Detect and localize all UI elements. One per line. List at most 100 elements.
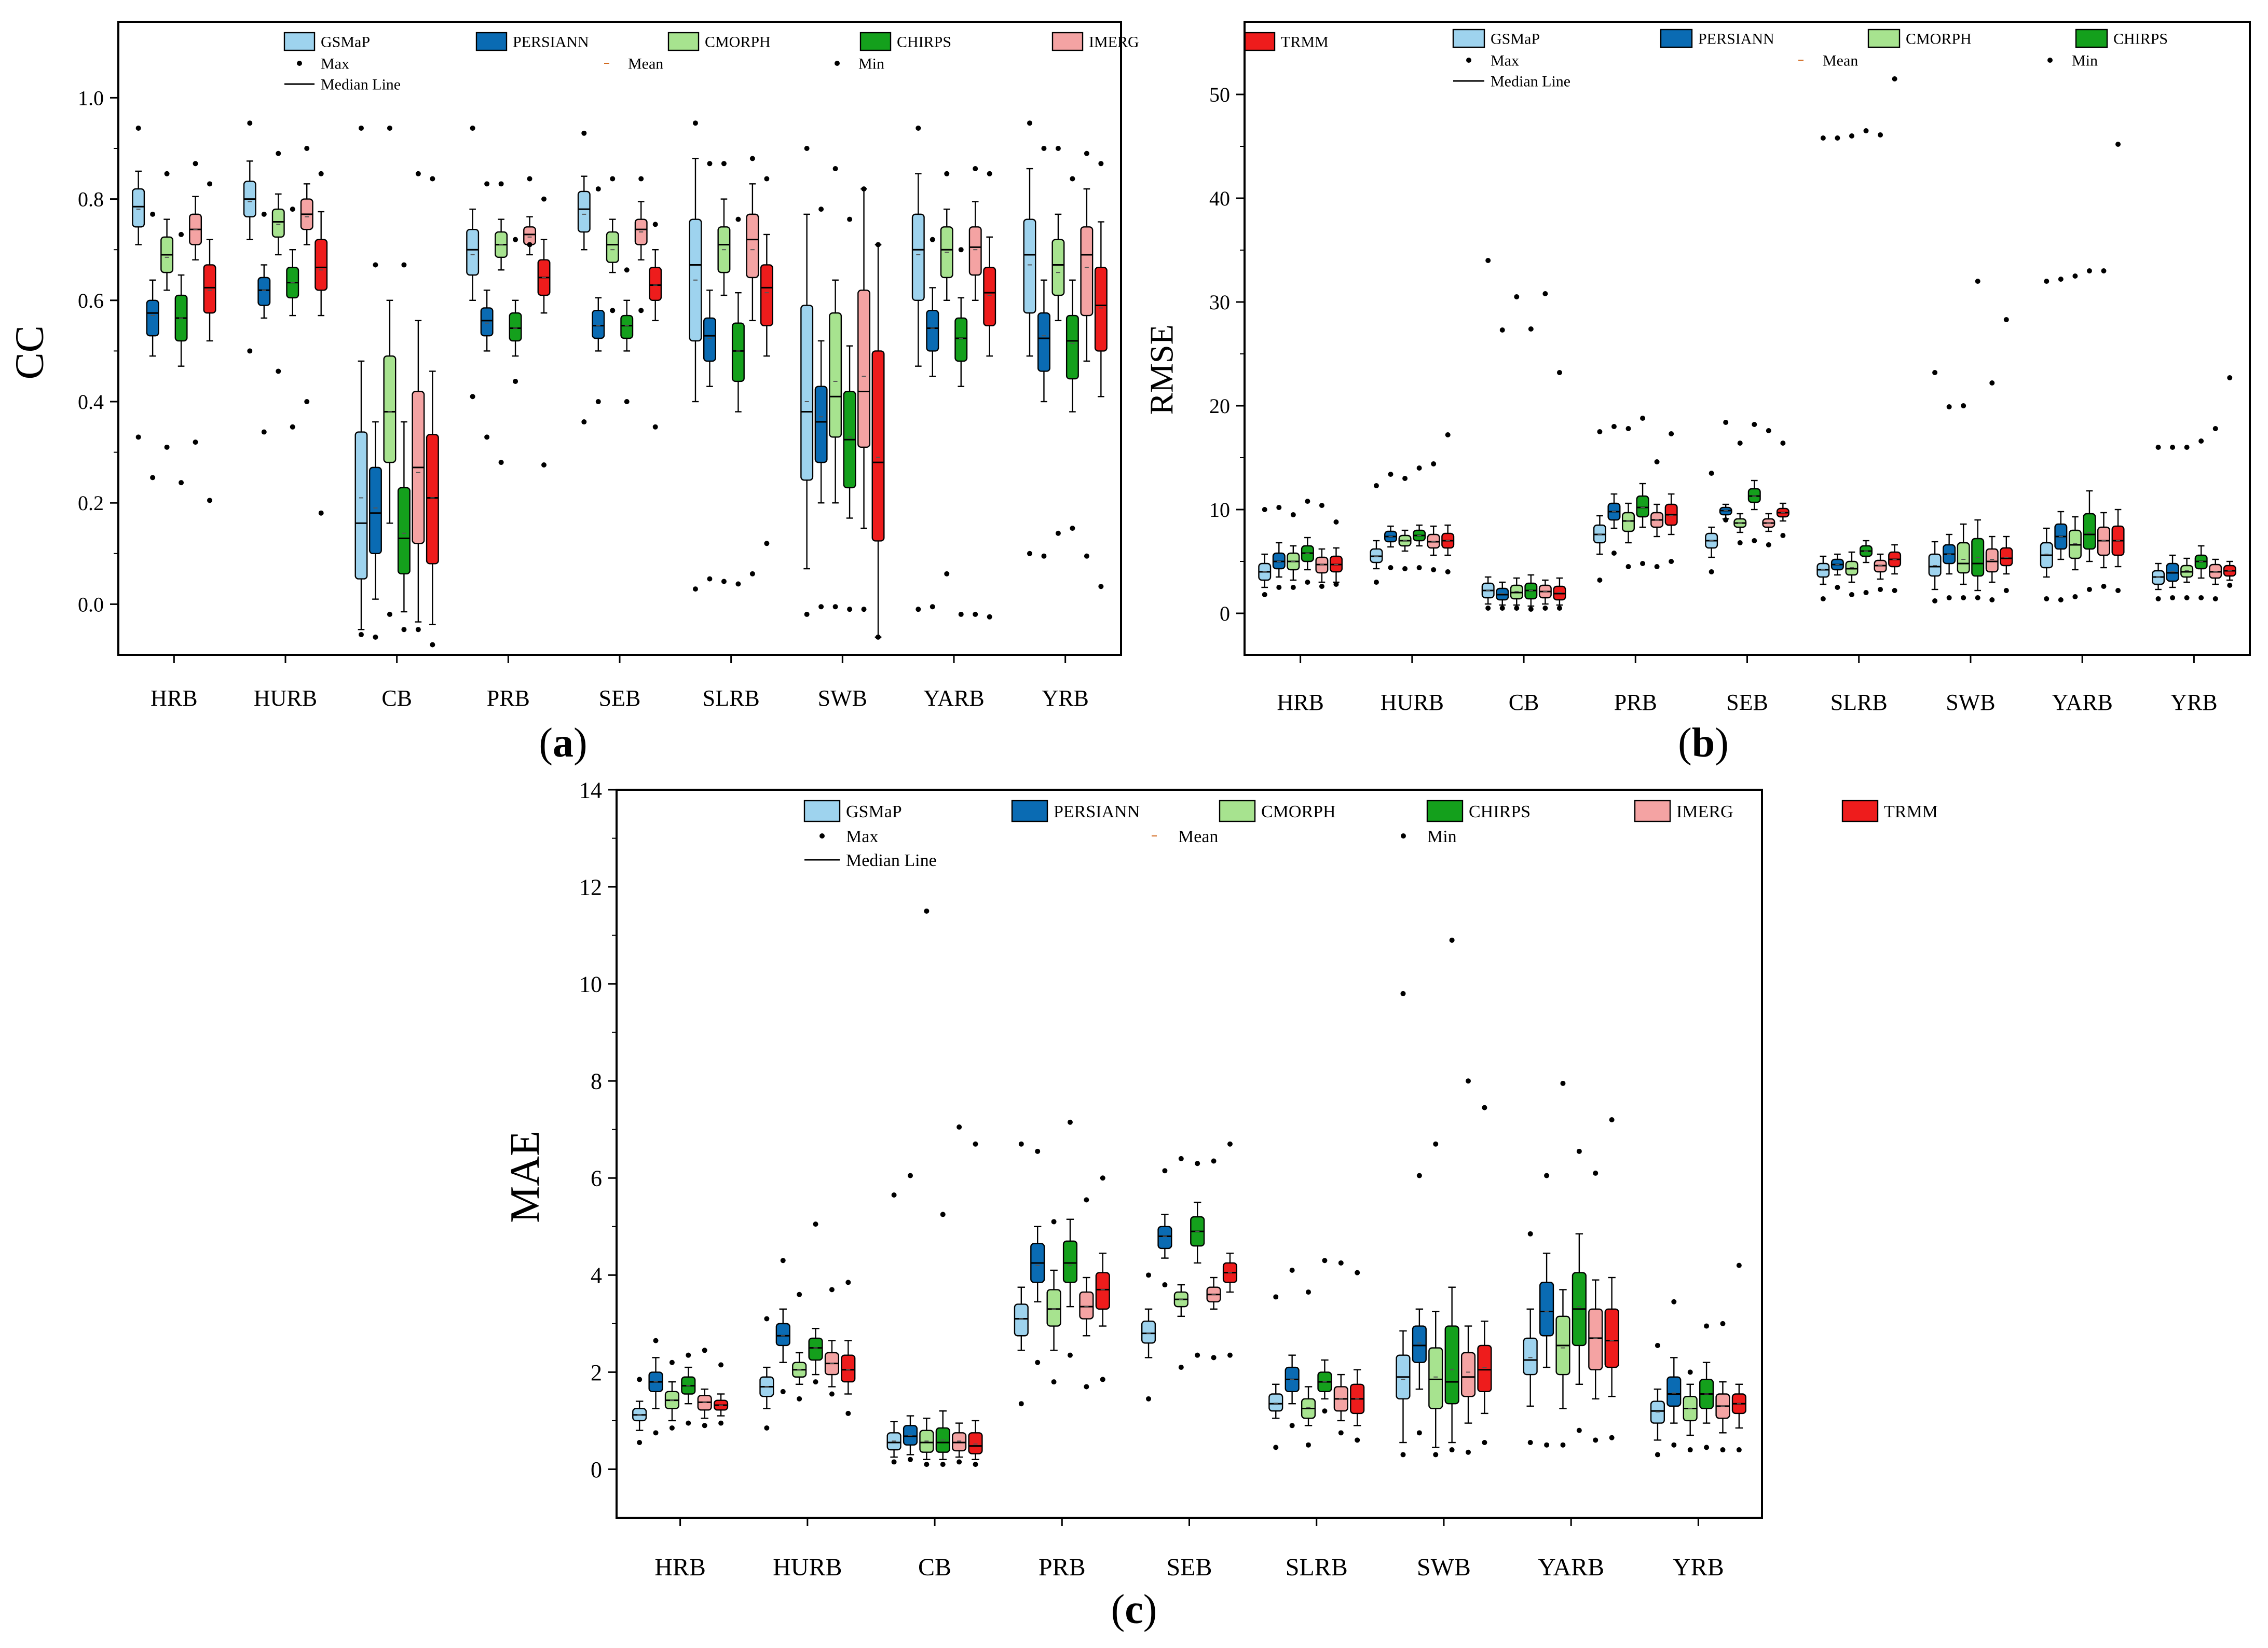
min-point	[749, 571, 755, 576]
panel-a-box-gsmap-cb	[354, 125, 368, 637]
box-iqr	[1636, 495, 1649, 518]
min-point	[430, 642, 435, 648]
panel-c-box-cmorph-cb	[919, 908, 934, 1467]
max-point	[1655, 1342, 1660, 1348]
box-iqr	[271, 208, 285, 238]
legend-swatch-imerg	[1634, 800, 1671, 822]
min-point	[930, 604, 935, 610]
panel-b-category-label-yarb: YARB	[2052, 690, 2112, 715]
min-point	[973, 1462, 978, 1467]
max-point	[1466, 1078, 1471, 1084]
min-point	[764, 1425, 770, 1431]
min-point	[1989, 597, 1995, 602]
panel-a-box-gsmap-slrb	[689, 120, 702, 592]
min-point	[832, 604, 838, 610]
legend-swatch-chirps	[1426, 800, 1464, 822]
panel-c-box-trmm-hrb	[714, 1362, 729, 1426]
min-point	[2170, 595, 2176, 600]
panel-b-category-label-slrb: SLRB	[1830, 690, 1888, 715]
panel-c-box-trmm-yarb	[1604, 1117, 1619, 1440]
max-point	[707, 161, 713, 167]
panel-b-box-cmorph-prb	[1622, 426, 1635, 569]
max-point	[749, 156, 755, 161]
panel-c-ytick-label: 4	[591, 1263, 602, 1288]
min-point	[653, 1430, 659, 1436]
panel-c-box-gsmap-seb	[1141, 1272, 1156, 1402]
max-point	[944, 171, 950, 176]
panel-a-box-chirps-yarb	[954, 247, 968, 617]
min-point	[1273, 1445, 1279, 1450]
box-iqr	[606, 231, 619, 263]
legend-max-symbol	[819, 833, 825, 839]
max-point	[1195, 1161, 1200, 1166]
max-point	[2115, 142, 2121, 147]
box-iqr	[1037, 312, 1050, 372]
max-point	[1018, 1141, 1024, 1147]
panel-a-category-label-cb: CB	[381, 685, 412, 711]
max-point	[290, 207, 295, 212]
max-point	[876, 242, 881, 248]
min-point	[290, 424, 295, 430]
box-iqr	[1588, 1308, 1603, 1370]
max-point	[845, 1280, 851, 1285]
panel-a-category-label-hrb: HRB	[151, 685, 197, 711]
min-point	[1556, 606, 1562, 611]
max-point	[1067, 1119, 1073, 1125]
panel-a-box-cmorph-yrb	[1051, 146, 1065, 536]
max-point	[847, 216, 853, 222]
min-point	[1527, 1440, 1533, 1446]
panel-a-box-chirps-cb	[397, 262, 411, 633]
min-point	[1305, 580, 1310, 585]
max-point	[1319, 503, 1324, 508]
min-point	[513, 378, 518, 384]
min-point	[1542, 606, 1548, 611]
max-point	[276, 150, 281, 156]
panel-c-category-label-yrb: YRB	[1673, 1554, 1724, 1581]
max-point	[1737, 441, 1743, 446]
box-iqr	[480, 307, 494, 337]
panel-a-box-gsmap-swb	[800, 146, 814, 617]
panel-a-legend: GSMaP PERSIANN CMORPH CHIRPS IMERG TRMM Max Mea…	[283, 32, 1329, 93]
min-point	[1669, 559, 1674, 564]
panel-c-box-imerg-yrb	[1715, 1321, 1730, 1453]
min-point	[2212, 596, 2218, 601]
max-point	[150, 211, 156, 217]
max-point	[652, 222, 658, 227]
min-point	[1932, 598, 1938, 603]
panel-a-box-chirps-yrb	[1065, 176, 1079, 531]
panel-c-box-gsmap-yrb	[1650, 1342, 1665, 1458]
panel-c-label-part: c	[1125, 1587, 1143, 1632]
min-point	[944, 571, 950, 576]
panel-a-category-label-yrb: YRB	[1042, 685, 1088, 711]
min-point	[624, 399, 630, 404]
max-point	[813, 1221, 818, 1227]
max-point	[1654, 459, 1660, 464]
legend-label-gsmap: GSMaP	[846, 802, 902, 821]
min-point	[1878, 587, 1883, 592]
max-point	[2198, 438, 2204, 444]
panel-a-box-imerg-yrb	[1080, 150, 1094, 559]
min-point	[304, 399, 310, 404]
min-point	[1544, 1442, 1550, 1448]
box-iqr	[368, 466, 382, 555]
max-point	[1373, 483, 1379, 488]
panel-c-legend: GSMaP PERSIANN CMORPH CHIRPS IMERG TRMM Max Mea…	[803, 800, 1938, 870]
panel-b-category-label-hurb: HURB	[1381, 690, 1444, 715]
min-point	[1671, 1442, 1677, 1448]
max-point	[1276, 505, 1282, 510]
legend-label-gsmap: GSMaP	[1491, 31, 1540, 48]
panel-a-label-part: a	[553, 720, 573, 766]
panel-a-box-imerg-cb	[412, 171, 425, 633]
min-point	[1445, 569, 1451, 574]
min-point	[797, 1396, 802, 1402]
panel-b-box-imerg-cb	[1538, 291, 1552, 611]
panel-c-box-chirps-hrb	[681, 1352, 696, 1426]
panel-a-category-label-slrb: SLRB	[703, 685, 760, 711]
max-point	[1355, 1270, 1360, 1275]
panel-b-ytick-label: 50	[1209, 83, 1230, 106]
panel-b-box-cmorph-hurb	[1398, 476, 1412, 571]
max-point	[373, 262, 378, 268]
panel-c-box-chirps-slrb	[1317, 1258, 1332, 1414]
max-point	[958, 247, 964, 253]
